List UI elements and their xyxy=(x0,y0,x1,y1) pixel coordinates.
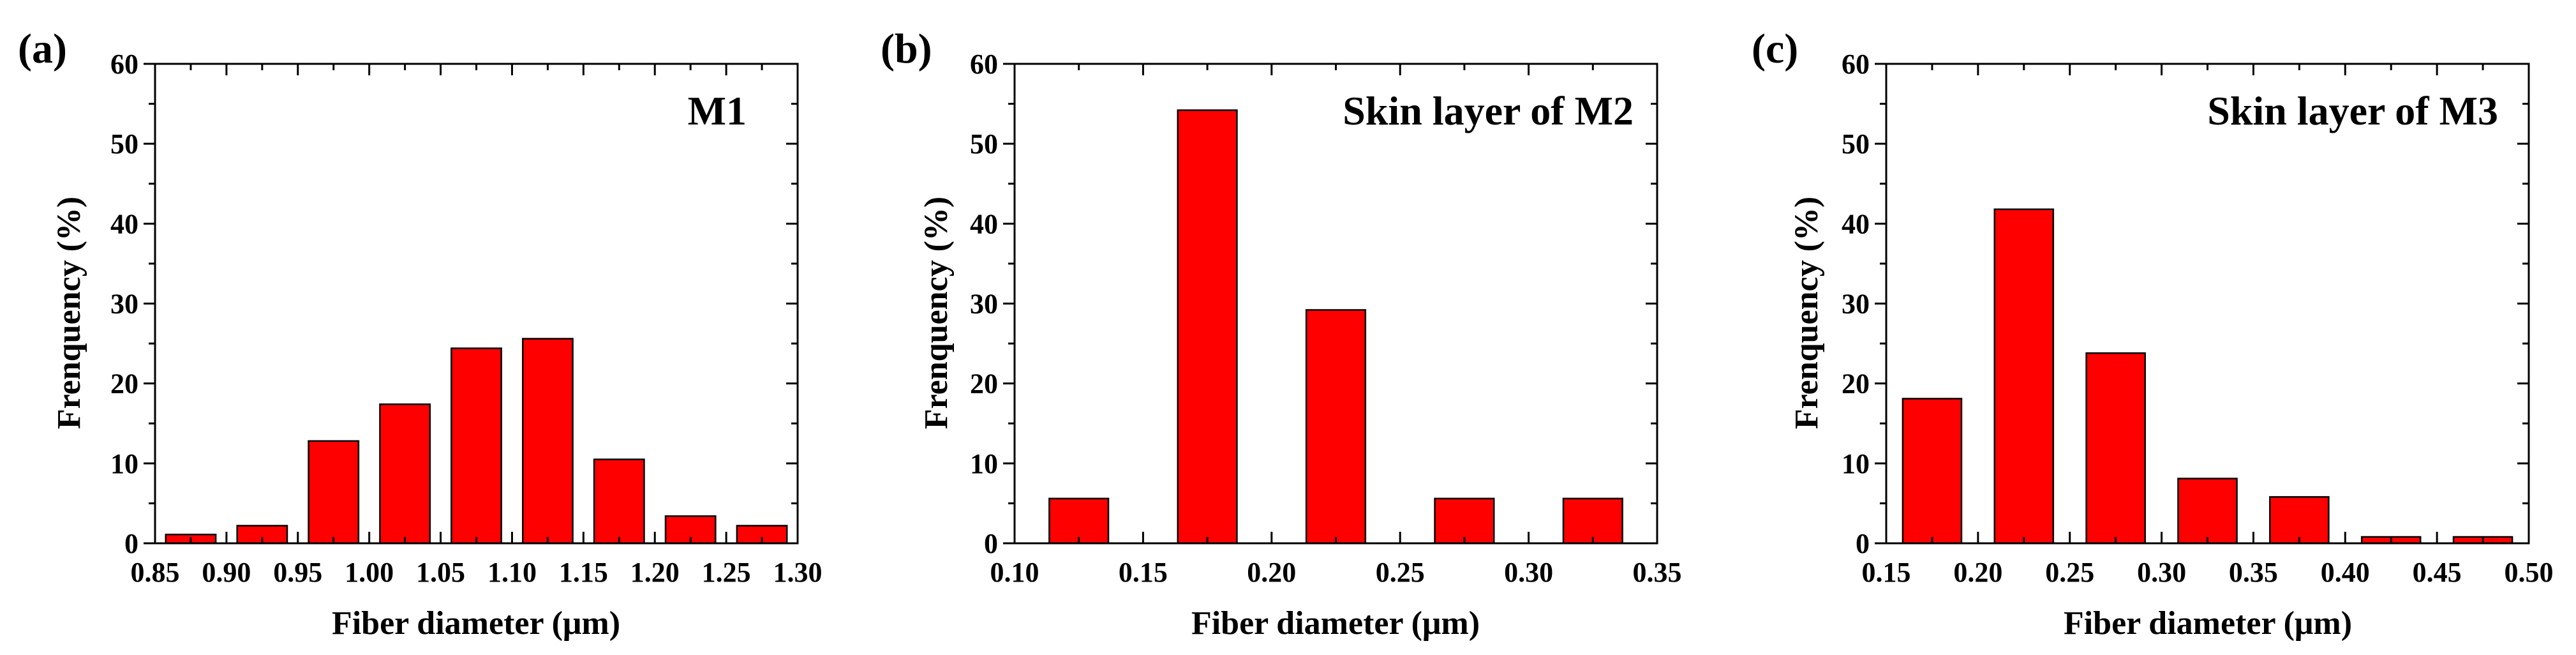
panel-b-y-tick-label: 0 xyxy=(984,528,998,559)
chart-panel-c: (c) Frenquency (%) 0.15 0.20 0.25 0.30 0.35 0… xyxy=(1752,26,2554,642)
panel-b-x-tick-label: 0.35 xyxy=(1633,557,1682,588)
panel-c-plot-frame xyxy=(1885,63,2530,545)
panel-c-bar-3 xyxy=(2085,352,2146,545)
panel-c-bar-1 xyxy=(1902,398,1963,545)
panel-b-bar-1 xyxy=(1048,497,1110,545)
panel-b-bar-5 xyxy=(1562,497,1623,545)
panel-a-x-tick-label: 1.10 xyxy=(488,557,537,588)
panel-a-bar-6 xyxy=(521,338,574,545)
panel-b-x-tick-label: 0.15 xyxy=(1119,557,1168,588)
panel-c-ticks: 0.15 0.20 0.25 0.30 0.35 0.40 0.45 0.50 0 10 20 30 4… xyxy=(1842,49,2554,588)
panel-b-y-tick-label: 20 xyxy=(970,368,998,400)
panel-c-x-tick-label: 0.40 xyxy=(2321,557,2370,588)
panel-c-legend: Skin layer of M3 xyxy=(2207,88,2498,133)
panel-a-y-tick-label: 60 xyxy=(110,49,138,80)
chart-panel-b: (b) Frenquency (%) 0.10 0.15 0.20 0.25 0.30 0… xyxy=(881,26,1682,642)
panel-c-y-tick-label: 60 xyxy=(1842,49,1870,80)
panel-a-y-tick-label: 30 xyxy=(110,289,138,320)
panel-a-y-tick-label: 0 xyxy=(124,528,138,559)
panel-a-label: (a) xyxy=(18,26,67,72)
panel-b-x-tick-label: 0.10 xyxy=(990,557,1039,588)
panel-c-y-tick-label: 0 xyxy=(1856,528,1870,559)
panel-a-x-tick-label: 0.90 xyxy=(202,557,251,588)
panel-a-x-tick-label: 1.30 xyxy=(773,557,823,588)
panel-a-x-tick-label: 0.85 xyxy=(131,557,180,588)
panel-b-legend: Skin layer of M2 xyxy=(1343,88,1634,133)
panel-a-bar-7 xyxy=(593,458,645,545)
panel-a-bar-4 xyxy=(379,403,431,545)
panel-a-y-tick-label: 40 xyxy=(110,208,138,239)
panel-b-bar-2 xyxy=(1177,109,1238,545)
panel-c-y-tick-label: 50 xyxy=(1842,128,1870,160)
panel-b-label: (b) xyxy=(881,26,932,72)
panel-a-bar-2 xyxy=(236,525,288,545)
panel-b-bar-4 xyxy=(1434,497,1495,545)
panel-b-y-tick-label: 30 xyxy=(970,289,998,320)
panel-c-x-axis-title: Fiber diameter (μm) xyxy=(2064,605,2352,642)
panel-c-x-tick-label: 0.50 xyxy=(2505,557,2554,588)
panel-c-x-tick-label: 0.30 xyxy=(2137,557,2186,588)
panel-b-x-tick-label: 0.30 xyxy=(1504,557,1553,588)
panel-a-y-tick-label: 20 xyxy=(110,368,138,400)
panel-b-y-tick-label: 50 xyxy=(970,128,998,160)
panel-a-ticks: 0.85 0.90 0.95 1.00 1.05 1.10 1.15 1.20 1.25 1.30… xyxy=(110,49,823,588)
panel-c-bars xyxy=(1902,208,2513,545)
panel-b-y-tick-label: 40 xyxy=(970,208,998,239)
panel-b-y-tick-label: 60 xyxy=(970,49,998,80)
panel-b-x-tick-label: 0.20 xyxy=(1247,557,1296,588)
panel-a-x-tick-label: 1.25 xyxy=(702,557,751,588)
panel-c-bar-5 xyxy=(2269,496,2330,545)
panel-a-x-axis-title: Fiber diameter (μm) xyxy=(332,605,620,642)
panel-c-y-tick-label: 30 xyxy=(1842,289,1870,320)
panel-c-x-tick-label: 0.35 xyxy=(2229,557,2278,588)
panel-a-y-tick-label: 50 xyxy=(110,128,138,160)
panel-a-x-tick-label: 1.00 xyxy=(345,557,394,588)
panel-a-y-axis-title: Frenquency (%) xyxy=(51,197,87,429)
panel-b-x-tick-label: 0.25 xyxy=(1376,557,1425,588)
panel-c-bar-2 xyxy=(1993,208,2055,545)
panel-c-y-tick-label: 10 xyxy=(1842,448,1870,479)
panel-a-bar-5 xyxy=(450,347,502,545)
chart-panel-a: (a) Frenquency (%) 0.85 0.90 0.95 1.00 1.05 1… xyxy=(18,26,823,642)
panel-c-label: (c) xyxy=(1752,26,1798,72)
panel-a-legend: M1 xyxy=(688,88,747,133)
panel-c-y-tick-label: 40 xyxy=(1842,208,1870,239)
panel-a-bar-3 xyxy=(308,440,360,545)
panel-a-x-tick-label: 1.20 xyxy=(630,557,680,588)
panel-c-y-axis-title: Frenquency (%) xyxy=(1789,197,1825,429)
panel-c-x-tick-label: 0.45 xyxy=(2413,557,2462,588)
panel-a-x-tick-label: 1.15 xyxy=(559,557,608,588)
panel-c-x-tick-label: 0.25 xyxy=(2045,557,2094,588)
panel-c-y-tick-label: 20 xyxy=(1842,368,1870,400)
panel-b-y-axis-title: Frenquency (%) xyxy=(918,197,955,429)
panel-b-bar-3 xyxy=(1305,309,1367,545)
panel-b-x-axis-title: Fiber diameter (μm) xyxy=(1191,605,1480,642)
panel-b-y-tick-label: 10 xyxy=(970,448,998,479)
panel-a-bars xyxy=(165,338,788,545)
panel-c-x-tick-label: 0.15 xyxy=(1862,557,1911,588)
panel-b-bars xyxy=(1048,109,1623,545)
panel-b-ticks: 0.10 0.15 0.20 0.25 0.30 0.35 0 10 20 30 40 50 60 xyxy=(970,49,1682,588)
panel-a-y-tick-label: 10 xyxy=(110,448,138,479)
panel-c-x-tick-label: 0.20 xyxy=(1953,557,2002,588)
panel-c-bar-4 xyxy=(2177,478,2238,545)
panel-a-x-tick-label: 1.05 xyxy=(416,557,465,588)
panel-a-x-tick-label: 0.95 xyxy=(273,557,322,588)
